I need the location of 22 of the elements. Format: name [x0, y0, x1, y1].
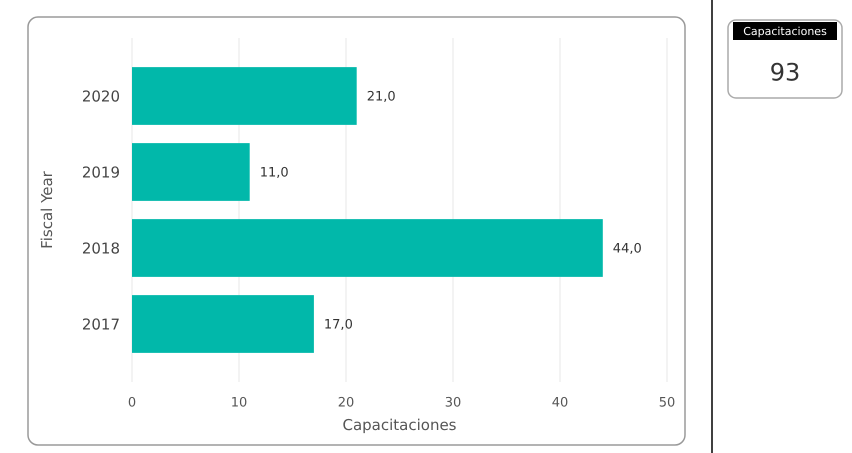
- y-axis-title: Fiscal Year: [38, 170, 56, 249]
- data-label: 11,0: [260, 166, 289, 181]
- x-tick-label: 10: [230, 396, 248, 411]
- bar: [132, 219, 603, 277]
- data-label: 21,0: [366, 90, 396, 105]
- data-label: 44,0: [612, 242, 642, 257]
- bar: [132, 67, 357, 125]
- y-tick-label: 2018: [82, 239, 120, 258]
- x-axis-title: Capacitaciones: [342, 416, 457, 434]
- x-tick-label: 50: [658, 396, 676, 411]
- y-tick-label: 2020: [82, 87, 120, 106]
- y-tick-label: 2019: [82, 163, 120, 182]
- x-tick-label: 40: [552, 396, 568, 411]
- text: Capacitaciones: [743, 24, 828, 38]
- bar: [132, 143, 250, 201]
- x-tick-label: 0: [128, 396, 136, 411]
- x-tick-label: 30: [444, 396, 462, 411]
- bar: [132, 295, 314, 353]
- text: 93: [770, 58, 800, 86]
- x-tick-label: 20: [338, 396, 354, 411]
- data-label: 17,0: [324, 318, 353, 333]
- y-tick-label: 2017: [82, 315, 120, 334]
